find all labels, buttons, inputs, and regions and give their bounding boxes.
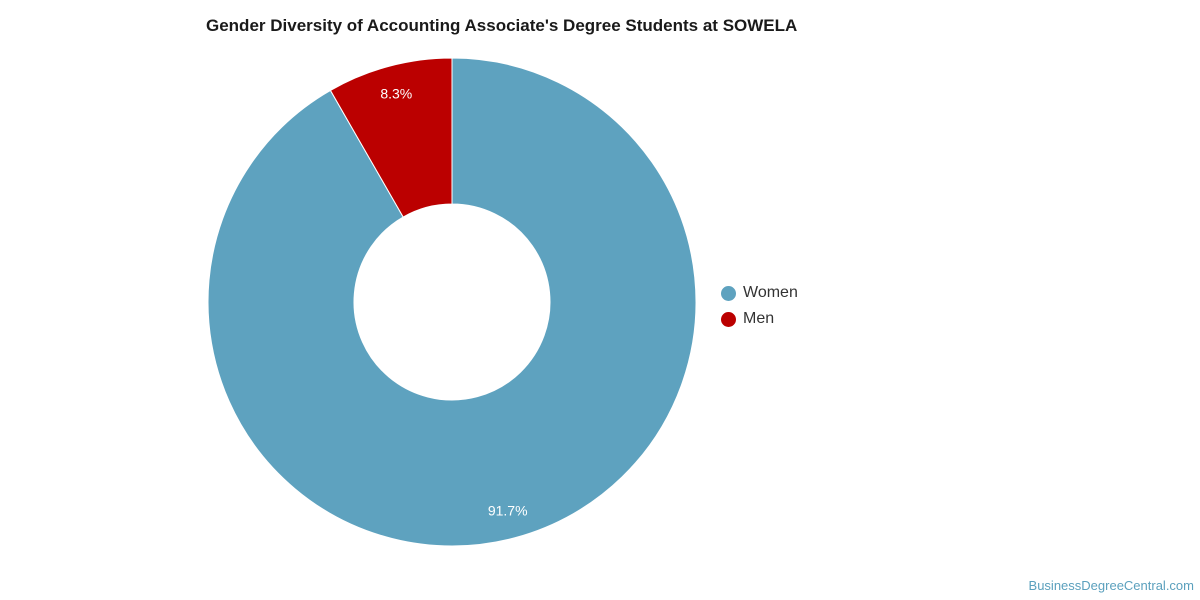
slices-group <box>207 57 697 547</box>
legend-label-men: Men <box>743 310 775 327</box>
legend-item-women[interactable]: Women <box>721 280 798 306</box>
slice-women[interactable] <box>207 57 697 547</box>
slice-label-women: 91.7% <box>488 503 528 519</box>
chart-title: Gender Diversity of Accounting Associate… <box>206 16 798 35</box>
slice-men[interactable] <box>329 57 453 218</box>
legend: Women Men <box>721 280 798 332</box>
legend-swatch-men <box>721 311 736 327</box>
legend-item-men[interactable]: Men <box>721 306 798 332</box>
legend-label-women: Women <box>743 284 798 301</box>
slice-label-men: 8.3% <box>380 85 412 101</box>
slice-labels-group: 91.7% 8.3% <box>380 85 527 518</box>
watermark-link[interactable]: BusinessDegreeCentral.com <box>1028 578 1194 593</box>
legend-swatch-women <box>721 285 736 301</box>
